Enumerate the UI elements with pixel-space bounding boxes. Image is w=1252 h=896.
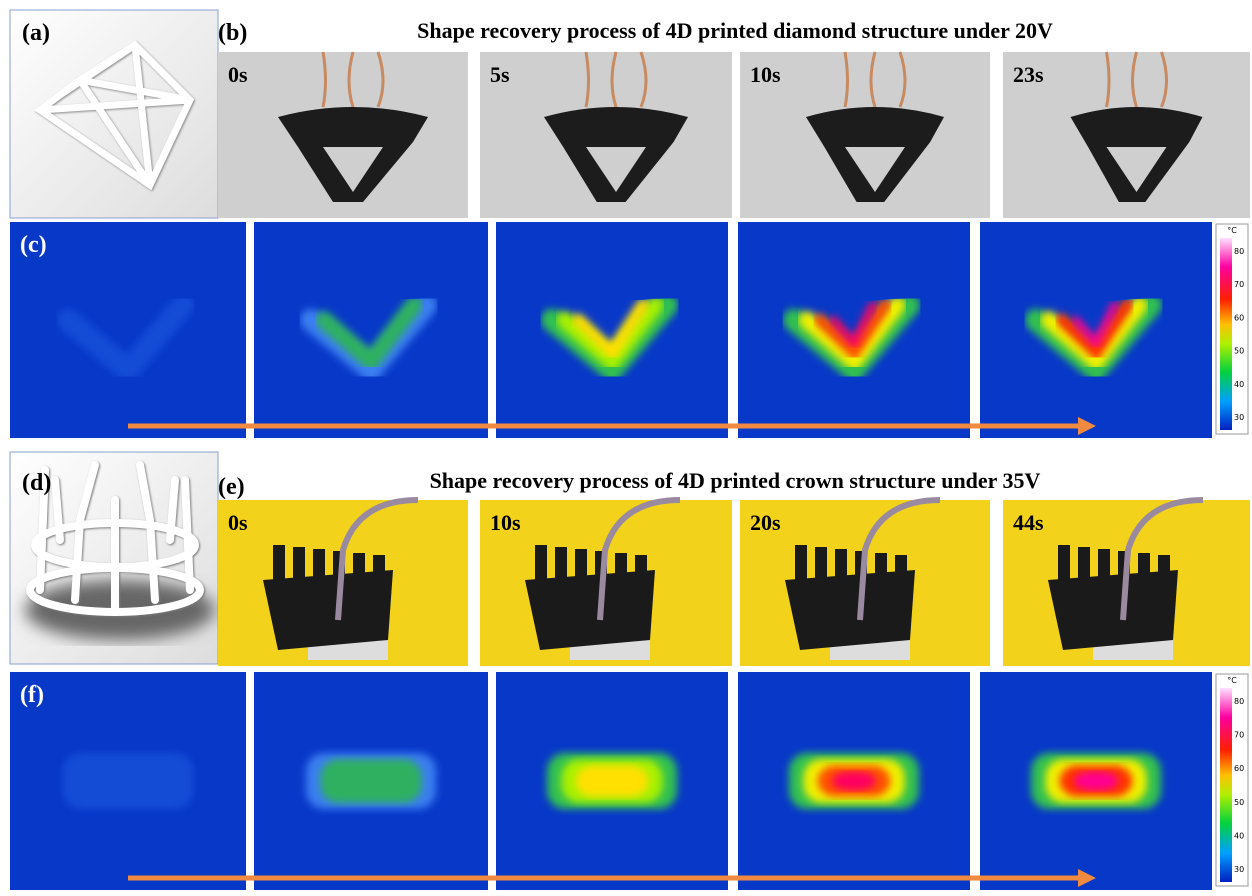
colorbar-tick: 50 bbox=[1234, 798, 1244, 807]
panel-label: (d) bbox=[22, 470, 51, 496]
row-title: Shape recovery process of 4D printed cro… bbox=[430, 468, 1041, 493]
time-label: 0s bbox=[228, 62, 248, 87]
spike bbox=[373, 555, 385, 595]
heat-zone bbox=[63, 753, 193, 809]
panel-label: (e) bbox=[218, 474, 245, 500]
colorbar-tick: 70 bbox=[1234, 280, 1244, 289]
colorbar-unit: °C bbox=[1227, 676, 1237, 685]
spike bbox=[1078, 547, 1090, 587]
heat-zone bbox=[832, 771, 876, 790]
spike bbox=[293, 547, 305, 587]
spike bbox=[273, 545, 285, 585]
thermal-image bbox=[254, 222, 488, 438]
spike bbox=[575, 549, 587, 589]
panel-label: (b) bbox=[218, 20, 247, 46]
spike bbox=[635, 555, 647, 595]
thermal-image bbox=[980, 222, 1212, 438]
heat-zone bbox=[1074, 771, 1118, 790]
spike bbox=[535, 545, 547, 585]
time-label: 23s bbox=[1013, 62, 1044, 87]
page: (a) (b) Shape recovery process of 4D pri… bbox=[0, 0, 1252, 896]
colorbar-tick: 60 bbox=[1234, 313, 1244, 322]
time-label: 10s bbox=[490, 510, 521, 535]
colorbar-unit: °C bbox=[1227, 226, 1237, 235]
time-label: 10s bbox=[750, 62, 781, 87]
spike bbox=[895, 555, 907, 595]
spike bbox=[795, 545, 807, 585]
colorbar bbox=[1220, 688, 1232, 882]
heat-zone bbox=[320, 759, 421, 803]
time-label: 0s bbox=[228, 510, 248, 535]
colorbar-tick: 80 bbox=[1234, 697, 1244, 706]
colorbar-tick: 30 bbox=[1234, 865, 1244, 874]
spike bbox=[1138, 553, 1150, 593]
heat-zone bbox=[576, 765, 649, 796]
colorbar-tick: 30 bbox=[1234, 413, 1244, 422]
thermal-image bbox=[496, 222, 728, 438]
colorbar-tick: 70 bbox=[1234, 731, 1244, 740]
time-label: 44s bbox=[1013, 510, 1044, 535]
spike bbox=[1158, 555, 1170, 595]
colorbar-tick: 80 bbox=[1234, 247, 1244, 256]
colorbar-tick: 40 bbox=[1234, 380, 1244, 389]
time-label: 5s bbox=[490, 62, 510, 87]
spike bbox=[815, 547, 827, 587]
colorbar bbox=[1220, 238, 1232, 430]
panel-label: (f) bbox=[20, 682, 44, 708]
colorbar-tick: 60 bbox=[1234, 764, 1244, 773]
figure: (a) (b) Shape recovery process of 4D pri… bbox=[0, 0, 1252, 896]
colorbar-tick: 50 bbox=[1234, 347, 1244, 356]
spike bbox=[555, 547, 567, 587]
spike bbox=[313, 549, 325, 589]
spike bbox=[835, 549, 847, 589]
panel-label: (a) bbox=[22, 20, 50, 46]
spike bbox=[1058, 545, 1070, 585]
spike bbox=[1098, 549, 1110, 589]
row-title: Shape recovery process of 4D printed dia… bbox=[417, 18, 1053, 43]
thermal-image bbox=[738, 222, 970, 438]
spike bbox=[875, 553, 887, 593]
panel-label: (c) bbox=[20, 232, 47, 258]
spike bbox=[615, 553, 627, 593]
spike bbox=[353, 553, 365, 593]
time-label: 20s bbox=[750, 510, 781, 535]
colorbar-tick: 40 bbox=[1234, 831, 1244, 840]
